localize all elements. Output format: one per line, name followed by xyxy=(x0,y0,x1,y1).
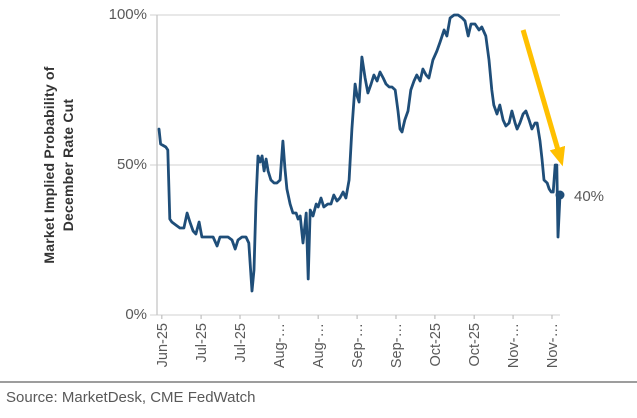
end-value-label: 40% xyxy=(574,188,605,205)
y-axis-title-line2: December Rate Cut xyxy=(60,98,76,232)
x-tick-label: Aug-… xyxy=(311,323,327,368)
x-tick-label: Jul-25 xyxy=(194,323,210,363)
x-tick-label: Oct-25 xyxy=(467,323,483,367)
x-tick-label: Oct-25 xyxy=(428,323,444,367)
y-tick-label-50: 50% xyxy=(116,156,147,173)
y-axis-title-line1: Market Implied Probability of xyxy=(41,66,57,264)
end-point-marker xyxy=(555,190,565,200)
source-text: Source: MarketDesk, CME FedWatch xyxy=(6,389,256,406)
x-tick-label: Sep-… xyxy=(350,323,366,368)
trend-arrow xyxy=(520,29,566,167)
y-axis-title: Market Implied Probability of December R… xyxy=(40,15,80,315)
x-tick-label: Jun-25 xyxy=(155,323,171,367)
x-tick-label: Nov-… xyxy=(506,323,522,368)
x-tick-label: Nov-… xyxy=(545,323,561,368)
y-tick-label-0: 0% xyxy=(125,306,147,323)
x-tick-label: Jul-25 xyxy=(233,323,249,363)
source-divider xyxy=(0,381,637,383)
x-tick-label: Aug-… xyxy=(272,323,288,368)
chart-canvas: Jun-25 Jul-25 Jul-25 Aug-… Aug-… Sep-… Sep-… Oc… xyxy=(150,13,566,368)
y-tick-label-100: 100% xyxy=(108,6,147,23)
probability-line xyxy=(157,13,562,293)
x-tick-label: Sep-… xyxy=(389,323,405,368)
